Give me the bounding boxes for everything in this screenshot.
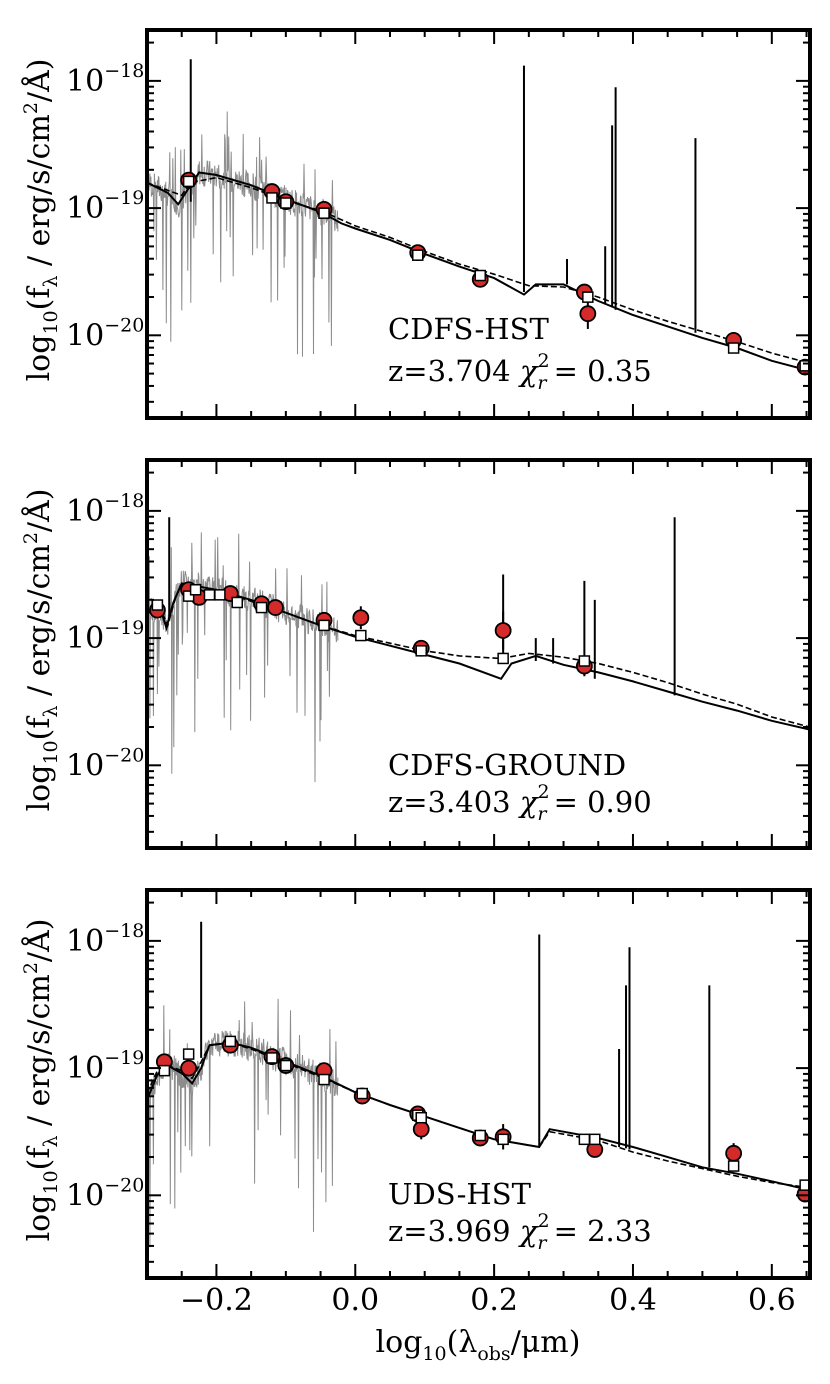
chi-subscript: r — [537, 1232, 548, 1254]
model-dashed-line — [147, 176, 810, 365]
model-point — [799, 360, 810, 372]
chi-symbol: χ — [518, 1214, 539, 1248]
panel-uds-hst: 10−18 10−19 10−20 UDS-HST z=3.969 χr2 = 2.3… — [66, 888, 812, 1280]
model-point — [203, 589, 216, 601]
model-point — [189, 584, 202, 596]
model-point — [589, 1133, 601, 1146]
redshift-label: z=3.969 — [388, 1214, 511, 1248]
y-tick-label: 10−19 — [66, 1047, 144, 1086]
model-point — [727, 342, 740, 354]
model-point — [280, 1059, 292, 1072]
svg-text:z=3.969 χr2= 2.33: z=3.969 χr2 = 2.33 — [388, 1210, 652, 1254]
model-point — [578, 1133, 591, 1146]
observed-spectrum — [148, 532, 339, 783]
chi-superscript: 2 — [538, 1210, 550, 1232]
model-dashed-line — [147, 1041, 810, 1189]
x-tick-labels: −0.2 0.0 0.2 0.4 0.6 — [180, 1283, 796, 1318]
chi-symbol: χ — [518, 785, 539, 819]
observed-point — [180, 1059, 198, 1077]
x-tick-label: 0.0 — [331, 1283, 379, 1318]
model-point — [799, 1179, 810, 1191]
chi-symbol: χ — [518, 354, 539, 388]
model-point — [266, 1052, 278, 1064]
model-point — [497, 1133, 509, 1146]
model-point — [582, 291, 594, 303]
model-point — [158, 1064, 171, 1077]
y-tick-label: 10−20 — [66, 744, 144, 783]
chi-superscript: 2 — [538, 781, 550, 803]
panel-name: UDS-HST — [388, 1177, 532, 1211]
model-point — [255, 601, 268, 614]
y-axis-title: log10(fλ / erg/s/cm2/Å) — [20, 919, 62, 1242]
chi-subscript: r — [537, 803, 548, 825]
model-point — [578, 655, 591, 667]
y-tick-label: 10−19 — [66, 617, 144, 656]
chi2-value: = 0.35 — [554, 354, 652, 388]
y-tick-label: 10−20 — [66, 314, 144, 353]
observed-point — [725, 1144, 743, 1162]
model-point — [280, 197, 292, 209]
model-point — [231, 596, 244, 609]
chi-superscript: 2 — [538, 350, 550, 372]
panel-frame — [145, 28, 812, 420]
model-solid-line — [147, 1041, 810, 1192]
svg-text:z=3.403 χr2= 0.90: z=3.403 χr2 = 0.90 — [388, 781, 652, 825]
panel-name: CDFS-GROUND — [388, 748, 626, 782]
observed-spectrum — [147, 998, 339, 1248]
panel-cdfs-hst: 10−18 10−19 10−20 CDFS-HST z=3.704 χr2 = 0.… — [66, 28, 812, 420]
y-axis-title: log10(fλ / erg/s/cm2/Å) — [20, 59, 62, 382]
observed-point — [267, 599, 284, 616]
y-tick-label: 10−18 — [66, 920, 144, 959]
panel-name: CDFS-HST — [388, 312, 549, 346]
model-point — [318, 207, 330, 219]
model-point — [474, 269, 486, 282]
model-point — [224, 1035, 237, 1048]
model-point — [355, 629, 367, 642]
chi-subscript: r — [537, 372, 548, 394]
y-axis-title: log10(fλ / erg/s/cm2/Å) — [20, 489, 62, 812]
model-point — [356, 1087, 368, 1100]
chi2-value: = 0.90 — [554, 785, 652, 819]
y-tick-label: 10−20 — [66, 1174, 144, 1213]
model-point — [151, 599, 164, 611]
model-point — [182, 590, 195, 602]
y-tick-label: 10−18 — [66, 490, 144, 529]
y-tick-label: 10−19 — [66, 187, 144, 226]
observed-spectrum — [147, 111, 339, 357]
x-tick-label: 0.2 — [470, 1283, 518, 1318]
observed-point — [579, 305, 597, 323]
model-point — [318, 1073, 330, 1086]
redshift-label: z=3.704 — [388, 354, 511, 388]
observed-point — [494, 622, 512, 639]
model-solid-line — [147, 582, 810, 731]
model-point — [727, 1160, 740, 1172]
svg-text:z=3.704 χr2= 0.35: z=3.704 χr2 = 0.35 — [388, 350, 652, 394]
panel-frame — [145, 458, 812, 850]
model-point — [497, 652, 509, 665]
model-point — [318, 619, 330, 632]
observed-point — [352, 609, 370, 627]
x-tick-label: −0.2 — [180, 1283, 253, 1318]
redshift-label: z=3.403 — [388, 785, 511, 819]
x-tick-label: 0.6 — [748, 1283, 796, 1318]
model-point — [474, 1129, 486, 1142]
model-point — [412, 249, 424, 261]
model-point — [182, 175, 195, 188]
model-point — [415, 645, 427, 657]
panel-frame — [145, 888, 812, 1280]
chi2-value: = 2.33 — [554, 1214, 652, 1248]
model-point — [266, 192, 278, 204]
model-point — [415, 1111, 427, 1124]
model-point — [182, 1048, 195, 1060]
x-axis-title: log10(λobs/μm) — [376, 1325, 581, 1365]
model-point — [214, 589, 226, 601]
y-tick-label: 10−18 — [66, 60, 144, 99]
panel-cdfs-ground: 10−18 10−19 10−20 CDFS-GROUND z=3.403 χr2 =… — [66, 458, 812, 850]
observed-point — [412, 1120, 430, 1138]
x-tick-label: 0.4 — [609, 1283, 657, 1318]
